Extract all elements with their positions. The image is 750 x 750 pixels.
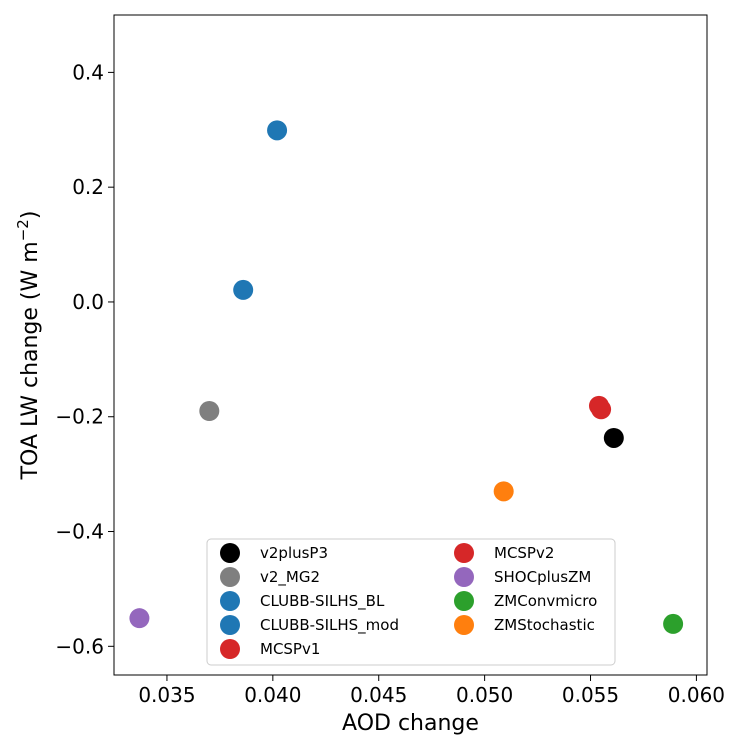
legend-marker xyxy=(220,615,240,635)
x-tick-label: 0.040 xyxy=(244,683,301,707)
x-axis: 0.035 0.040 0.045 0.050 0.055 0.060 xyxy=(138,675,725,707)
data-points xyxy=(129,120,684,634)
y-tick-label: −0.4 xyxy=(55,520,104,544)
legend-label: MCSPv1 xyxy=(260,640,320,658)
y-tick-label: −0.6 xyxy=(55,634,104,658)
data-point xyxy=(199,401,220,421)
legend-label: CLUBB-SILHS_mod xyxy=(260,616,399,635)
y-tick-label: −0.2 xyxy=(55,405,104,429)
legend-box xyxy=(206,538,616,666)
x-tick-label: 0.050 xyxy=(456,683,513,707)
legend-label: SHOCplusZM xyxy=(494,568,591,586)
legend-label: v2plusP3 xyxy=(260,544,328,562)
data-point xyxy=(267,120,288,141)
y-axis: 0.4 0.2 0.0 −0.2 −0.4 −0.6 xyxy=(55,60,114,658)
legend-marker xyxy=(220,543,240,563)
legend-marker xyxy=(454,567,474,587)
y-axis-label-superscript: −2 xyxy=(14,219,32,241)
legend-label: MCSPv2 xyxy=(494,544,554,562)
data-point xyxy=(493,481,514,502)
legend-marker xyxy=(454,543,474,563)
legend-label: ZMStochastic xyxy=(494,616,595,634)
legend-marker xyxy=(454,615,474,635)
y-tick-label: 0.4 xyxy=(72,60,104,84)
x-tick-label: 0.060 xyxy=(668,683,725,707)
legend-label: CLUBB-SILHS_BL xyxy=(260,592,385,611)
legend-label: ZMConvmicro xyxy=(494,592,597,610)
legend-marker xyxy=(220,567,240,587)
legend: v2plusP3 v2_MG2 CLUBB-SILHS_BL CLUBB-SILHS_… xyxy=(206,538,616,666)
x-axis-label: AOD change xyxy=(342,711,479,736)
x-tick-label: 0.055 xyxy=(562,683,619,707)
data-point xyxy=(591,399,612,420)
x-tick-label: 0.045 xyxy=(350,683,407,707)
data-point xyxy=(233,279,254,300)
legend-label: v2_MG2 xyxy=(260,568,320,587)
y-axis-label: TOA LW change (W m−2) xyxy=(14,211,43,481)
legend-marker xyxy=(454,591,474,611)
data-point xyxy=(603,427,624,448)
legend-marker xyxy=(220,591,240,611)
y-axis-label-main: TOA LW change (W m xyxy=(18,241,43,480)
y-tick-label: 0.0 xyxy=(72,290,104,314)
y-axis-label-close: ) xyxy=(18,211,43,220)
y-tick-label: 0.2 xyxy=(72,175,104,199)
legend-marker xyxy=(220,639,240,659)
data-point xyxy=(663,613,684,634)
x-tick-label: 0.035 xyxy=(138,683,195,707)
data-point xyxy=(129,608,150,629)
